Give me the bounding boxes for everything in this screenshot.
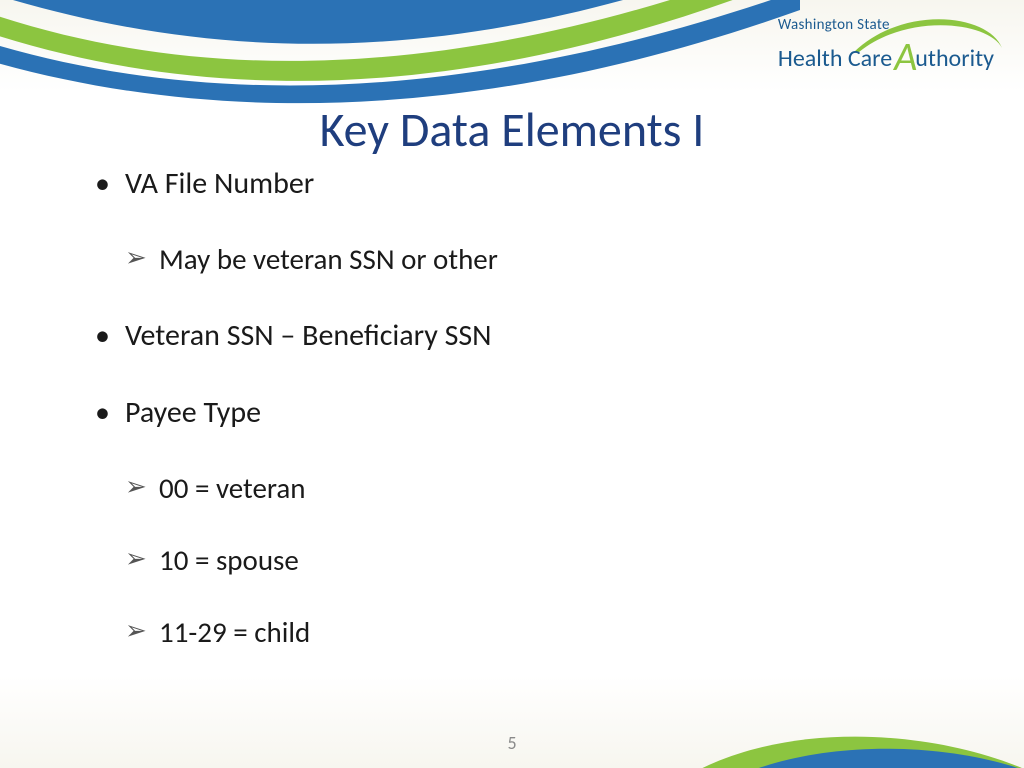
logo: Washington State Health CareAuthority	[778, 18, 994, 73]
sub-bullet-item: May be veteran SSN or other	[125, 241, 964, 277]
bullet-text: VA File Number	[125, 165, 314, 202]
sub-bullet-text: 00 = veteran	[159, 470, 306, 506]
logo-text-b: uthority	[915, 44, 994, 73]
bullet-item: Payee Type 00 = veteran 10 = spouse 11-2…	[95, 394, 964, 650]
logo-big-a: A	[894, 37, 917, 77]
slide-title: Key Data Elements I	[0, 100, 1024, 159]
slide: Washington State Health CareAuthority Ke…	[0, 0, 1024, 768]
logo-text-a: Health Care	[778, 44, 892, 73]
bullet-text: Veteran SSN – Beneficiary SSN	[125, 317, 492, 354]
page-number: 5	[0, 732, 1024, 754]
bullet-list: VA File Number May be veteran SSN or oth…	[95, 165, 964, 651]
sub-bullet-item: 00 = veteran	[125, 470, 964, 506]
sub-bullet-list: 00 = veteran 10 = spouse 11-29 = child	[125, 470, 964, 651]
sub-bullet-text: May be veteran SSN or other	[159, 241, 498, 277]
logo-line2: Health CareAuthority	[778, 33, 994, 73]
bullet-text: Payee Type	[125, 394, 261, 431]
logo-line1: Washington State	[778, 18, 994, 33]
slide-body: VA File Number May be veteran SSN or oth…	[95, 165, 964, 691]
sub-bullet-text: 10 = spouse	[159, 542, 299, 578]
bullet-item: VA File Number May be veteran SSN or oth…	[95, 165, 964, 277]
sub-bullet-item: 11-29 = child	[125, 614, 964, 650]
sub-bullet-text: 11-29 = child	[159, 614, 310, 650]
sub-bullet-list: May be veteran SSN or other	[125, 241, 964, 277]
sub-bullet-item: 10 = spouse	[125, 542, 964, 578]
bullet-item: Veteran SSN – Beneficiary SSN	[95, 317, 964, 355]
